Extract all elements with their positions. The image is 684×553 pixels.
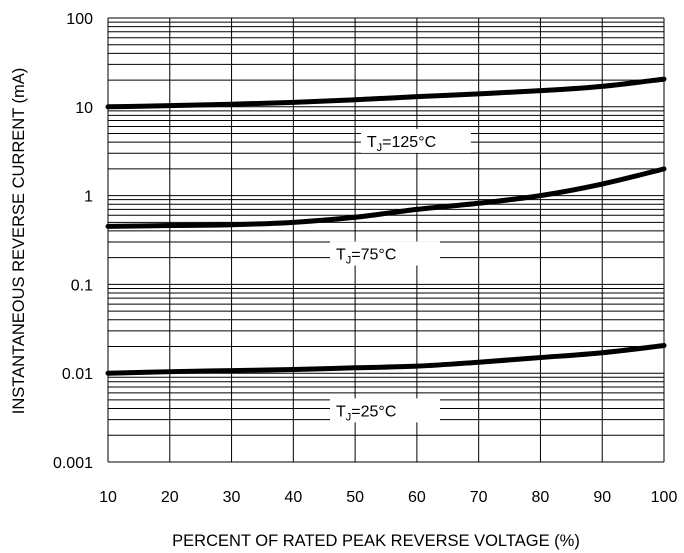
series-label: TJ=75°C <box>336 247 396 267</box>
x-tick-label: 70 <box>470 489 488 506</box>
x-tick-label: 10 <box>99 489 117 506</box>
x-tick-label: 80 <box>532 489 550 506</box>
y-tick-label: 0.1 <box>71 277 93 294</box>
x-tick-label: 40 <box>284 489 302 506</box>
y-tick-label: 0.001 <box>53 455 93 472</box>
x-tick-label: 20 <box>161 489 179 506</box>
y-tick-label: 100 <box>66 11 93 28</box>
series-line <box>105 343 667 376</box>
series-label: TJ=125°C <box>367 134 436 154</box>
curve-labels: TJ=125°C TJ=75°C TJ=25°C <box>330 128 471 423</box>
series-label-bg <box>360 128 471 153</box>
curves <box>105 76 667 376</box>
series-label-bg <box>330 398 440 423</box>
x-tick-label: 60 <box>408 489 426 506</box>
y-tick-label: 10 <box>75 100 93 117</box>
tick-labels: 10 20 30 40 50 60 70 80 90 100 0.001 0.01 0.1 1 10 100 <box>53 11 677 506</box>
x-tick-label: 30 <box>223 489 241 506</box>
series-line <box>105 76 667 110</box>
y-axis-title: INSTANTANEOUS REVERSE CURRENT (mA) <box>10 68 28 415</box>
x-tick-label: 90 <box>593 489 611 506</box>
series-label: TJ=25°C <box>336 403 396 423</box>
y-tick-label: 0.01 <box>62 366 93 383</box>
x-axis-title: PERCENT OF RATED PEAK REVERSE VOLTAGE (%… <box>172 532 580 550</box>
x-tick-label: 100 <box>651 489 678 506</box>
series-line <box>105 166 667 229</box>
y-tick-label: 1 <box>84 189 93 206</box>
series-label-bg <box>330 241 440 266</box>
x-tick-label: 50 <box>346 489 364 506</box>
grid <box>107 17 665 463</box>
